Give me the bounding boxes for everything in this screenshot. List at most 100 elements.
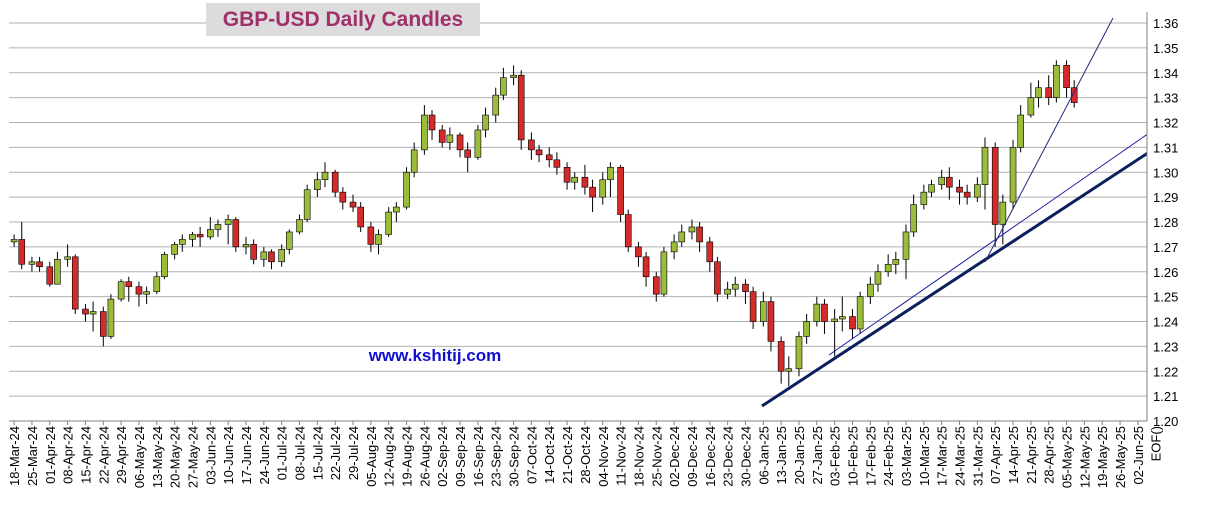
grid — [9, 22, 1147, 422]
x-tick-label: 10-Feb-25 — [845, 426, 860, 486]
x-tick-label: 30-Dec-24 — [738, 426, 753, 487]
candle-body — [1009, 147, 1017, 203]
x-tick-label: 09-Sep-24 — [453, 426, 468, 487]
x-tick-label: 15-Jul-24 — [310, 426, 325, 480]
x-tick-label: 12-May-25 — [1077, 426, 1092, 488]
candle-body — [250, 244, 257, 260]
x-tick-label: 19-May-25 — [1095, 426, 1110, 488]
x-tick-label: 13-Jan-25 — [774, 426, 789, 485]
x-tick-label: 05-Aug-24 — [364, 426, 379, 487]
candle-body — [482, 114, 489, 131]
candle-body — [357, 206, 364, 228]
y-tick-label: 1.34 — [1153, 66, 1178, 81]
candle-body — [928, 184, 935, 193]
candle-body — [1063, 64, 1070, 88]
candles — [10, 60, 1078, 387]
candle-body — [456, 134, 464, 151]
x-tick-label: 27-Jan-25 — [810, 426, 825, 485]
y-tick-label: 1.32 — [1153, 116, 1178, 131]
candle-body — [403, 171, 410, 208]
trend-line — [984, 17, 1114, 263]
candle-body — [18, 239, 26, 265]
x-tick-label: 23-Dec-24 — [721, 426, 736, 487]
candle-body — [153, 276, 161, 292]
candle-body — [171, 244, 178, 255]
y-tick-label: 1.26 — [1153, 265, 1178, 280]
candle-body — [821, 303, 828, 322]
candle-body — [54, 259, 61, 285]
candle-body — [492, 94, 500, 116]
x-tick-label: 02-Jun-25 — [1131, 426, 1146, 485]
candle-body — [617, 166, 624, 215]
candle-body — [528, 139, 535, 151]
candle-body — [902, 231, 910, 260]
y-tick-label: 1.24 — [1153, 315, 1178, 330]
candle-body — [464, 149, 471, 158]
y-tick-label: 1.25 — [1153, 290, 1178, 305]
candle-body — [642, 256, 650, 278]
x-tick-label: 10-Jun-24 — [221, 426, 236, 485]
candle-body — [1027, 97, 1035, 116]
x-tick-label: 29-Apr-24 — [114, 426, 129, 484]
candle-body — [946, 176, 953, 188]
x-tick-label: 21-Oct-24 — [560, 426, 575, 484]
candle-body — [1035, 87, 1042, 98]
x-tick-label: 14-Apr-25 — [1006, 426, 1021, 484]
x-tick-label: 22-Apr-24 — [96, 426, 111, 484]
candle-body — [867, 283, 874, 297]
x-tick-label: 31-Mar-25 — [970, 426, 985, 486]
x-tick-label: 08-Apr-24 — [61, 426, 76, 484]
candle-body — [1017, 114, 1024, 148]
x-tick-label: 06-Jan-25 — [756, 426, 771, 485]
y-tick-label: 1.28 — [1153, 215, 1178, 230]
x-tick-label: 01-Apr-24 — [43, 426, 58, 484]
candle-body — [314, 179, 321, 190]
candle-body — [589, 186, 596, 198]
candle-body — [535, 149, 543, 156]
watermark: www.kshitij.com — [368, 346, 502, 365]
candle-body — [892, 259, 900, 265]
candle-body — [510, 74, 517, 79]
x-tick-label: 26-May-25 — [1113, 426, 1128, 488]
candle-body — [571, 176, 579, 183]
y-tick-label: 1.23 — [1153, 339, 1178, 354]
candle-body — [1053, 64, 1060, 98]
candle-body — [64, 256, 71, 260]
x-tick-label: 09-Dec-24 — [685, 426, 700, 487]
x-tick-label: 18-Mar-24 — [7, 426, 22, 486]
candle-body — [670, 241, 678, 253]
x-tick-label: 07-Oct-24 — [524, 426, 539, 484]
x-tick-label: 11-Nov-24 — [614, 426, 629, 486]
y-tick-label: 1.30 — [1153, 165, 1178, 180]
x-tick-label: 12-Aug-24 — [382, 426, 397, 487]
x-tick-label: 02-Sep-24 — [435, 426, 450, 487]
candle-body — [71, 256, 79, 310]
candle-body — [260, 251, 268, 260]
candle-body — [339, 191, 347, 203]
x-tick-label: 15-Apr-24 — [78, 426, 93, 484]
candle-body — [303, 189, 311, 220]
candle-body — [349, 201, 357, 208]
candle-body — [553, 159, 561, 168]
x-tick-label: 23-Sep-24 — [489, 426, 504, 487]
candle-body — [10, 239, 18, 243]
candle-body — [1070, 87, 1078, 103]
x-tick-label: 03-Jun-24 — [203, 426, 218, 485]
candle-body — [242, 244, 250, 248]
candle-body — [268, 251, 275, 263]
candle-body — [196, 234, 204, 238]
x-tick-label: 02-Dec-24 — [667, 426, 682, 487]
candle-body — [938, 176, 945, 185]
candle-body — [760, 301, 767, 322]
candle-body — [545, 154, 553, 161]
x-tick-label: 28-Apr-25 — [1042, 426, 1057, 484]
candle-body — [991, 147, 999, 225]
candle-body — [500, 77, 507, 96]
candle-body — [36, 261, 43, 268]
candle-body — [742, 283, 749, 292]
candle-body — [849, 316, 856, 330]
candle-body — [999, 201, 1007, 225]
candle-body — [99, 311, 107, 337]
